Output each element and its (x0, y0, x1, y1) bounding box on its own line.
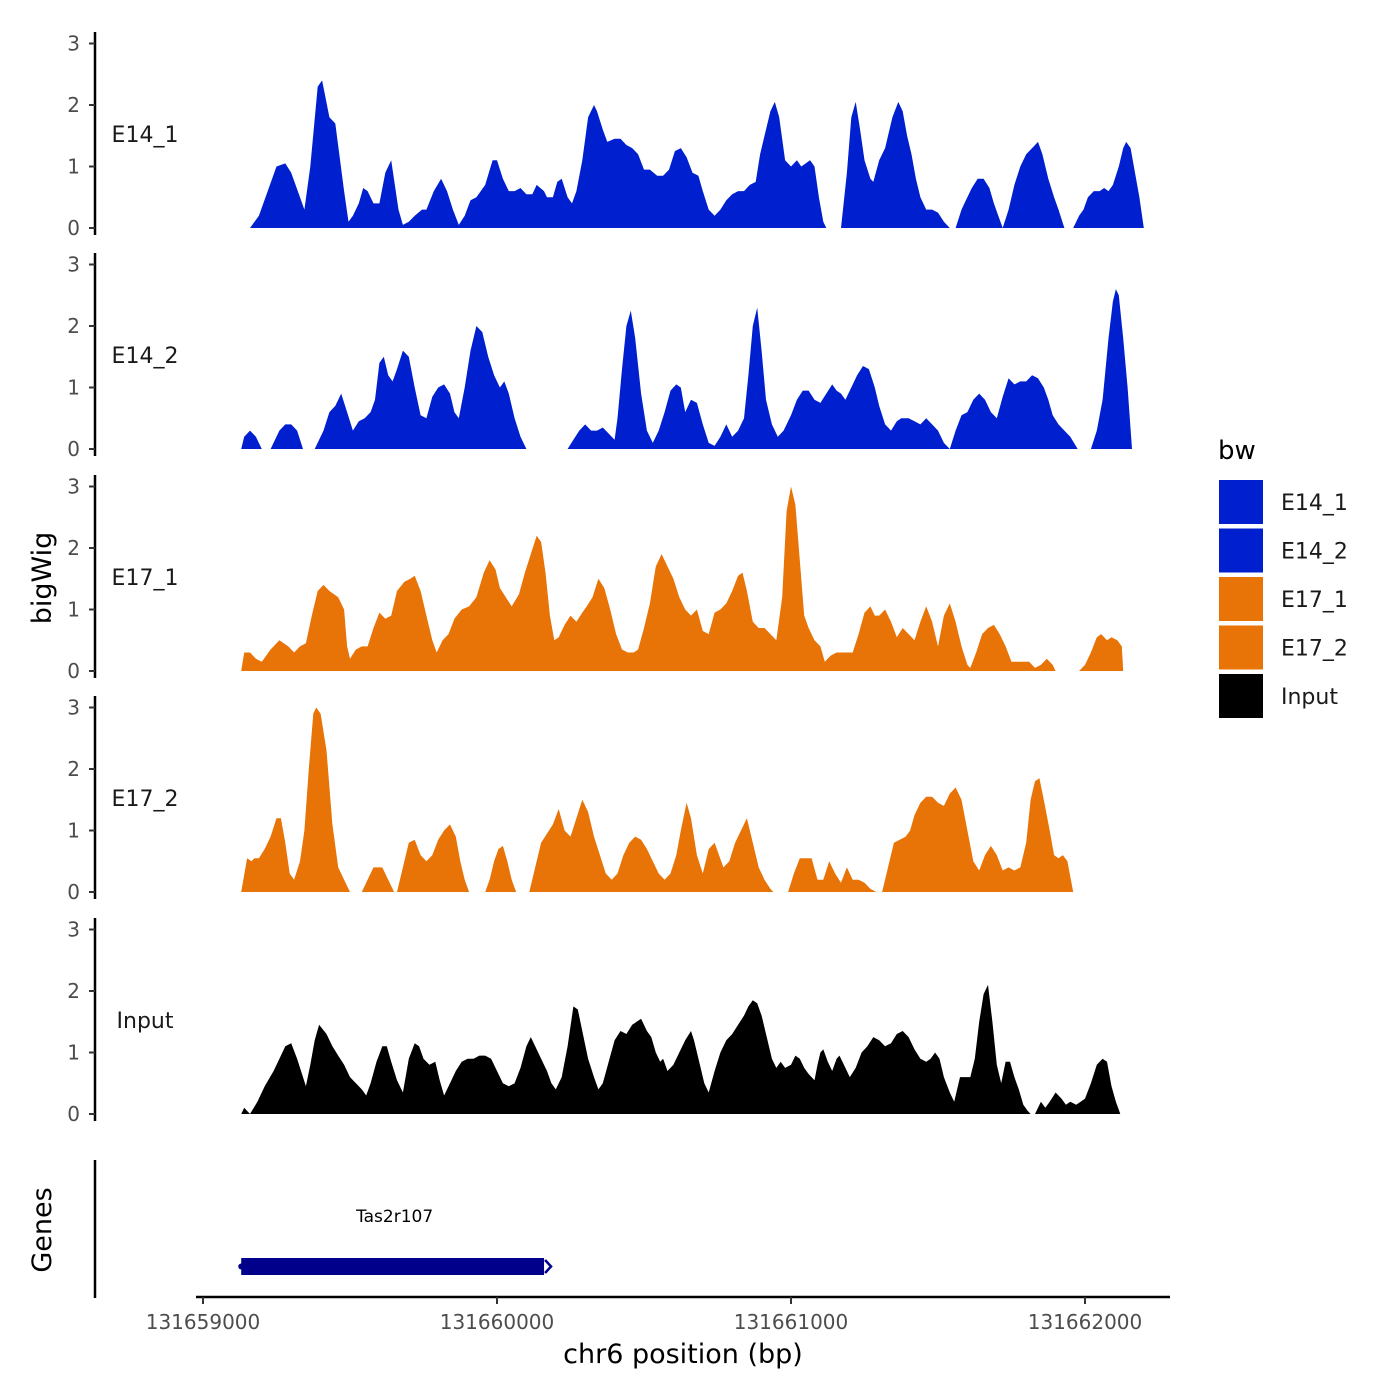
legend-entry: E14_2 (1219, 528, 1348, 573)
x-tick-label: 131660000 (440, 1310, 555, 1334)
coverage-area (241, 984, 1031, 1114)
x-tick-label: 131659000 (146, 1310, 261, 1334)
gene-Tas2r107: Tas2r107 (238, 1207, 553, 1275)
y-tick-label: 3 (67, 918, 80, 942)
gene-start-marker (238, 1263, 245, 1270)
coverage-area (250, 80, 827, 229)
coverage-area (397, 824, 470, 892)
x-axis-title: chr6 position (bp) (563, 1339, 803, 1370)
coverage-area (1073, 141, 1144, 228)
genes-track: Tas2r107 (93, 1160, 553, 1298)
track-E17_1: 0 1 2 3 E17_1 (67, 475, 1124, 683)
y-tick-label: 0 (67, 1102, 80, 1126)
legend-label: Input (1281, 685, 1338, 710)
legend-swatch (1219, 480, 1263, 524)
gene-label: Tas2r107 (355, 1207, 433, 1227)
y-tick-label: 2 (67, 757, 80, 781)
y-tick-label: 0 (67, 659, 80, 683)
track-label: E14_2 (112, 344, 179, 369)
y-tick-label: 2 (67, 93, 80, 117)
track-label: E14_1 (112, 123, 179, 148)
coverage-area (1079, 634, 1124, 671)
legend-label: E14_1 (1281, 491, 1348, 516)
y-tick-label: 3 (67, 32, 80, 56)
coverage-area (241, 707, 350, 892)
y-tick-label: 1 (67, 155, 80, 179)
y-axis-title: bigWig (27, 532, 58, 625)
legend-entry: E17_1 (1219, 577, 1348, 621)
track-E14_2: 0 1 2 3 E14_2 (67, 253, 1132, 461)
strand-arrow (544, 1259, 553, 1274)
coverage-area (270, 424, 303, 449)
coverage-area (485, 845, 517, 892)
legend-label: E14_2 (1281, 540, 1348, 565)
legend-entry: E17_2 (1219, 625, 1348, 670)
coverage-area (529, 799, 774, 892)
y-tick-label: 2 (67, 314, 80, 338)
legend-title: bw (1218, 436, 1256, 466)
track-label: Input (117, 1009, 174, 1034)
y-tick-label: 1 (67, 598, 80, 622)
x-tick-label: 131662000 (1028, 1310, 1143, 1334)
y-tick-label: 3 (67, 696, 80, 720)
y-tick-label: 2 (67, 979, 80, 1003)
coverage-tracks: 0 1 2 3 E14_1 0 1 2 3 E14_2 0 1 2 3 E17_1 0 1 2 3 E17_2 0 1 2 3… (67, 32, 1144, 1126)
legend-swatch (1219, 577, 1263, 621)
gene-body (241, 1258, 545, 1275)
coverage-area (567, 307, 950, 449)
y-tick-label: 1 (67, 1041, 80, 1065)
y-tick-label: 0 (67, 437, 80, 461)
legend-label: E17_1 (1281, 588, 1348, 613)
coverage-area (788, 858, 877, 892)
y-tick-label: 1 (67, 376, 80, 400)
legend: bw E14_1 E14_2 E17_1 E17_2 Input (1218, 436, 1348, 718)
y-tick-label: 2 (67, 536, 80, 560)
track-label: E17_2 (112, 787, 179, 812)
coverage-area (949, 375, 1078, 449)
legend-swatch (1219, 625, 1263, 670)
legend-entry: E14_1 (1219, 480, 1348, 524)
track-E17_2: 0 1 2 3 E17_2 (67, 696, 1074, 904)
coverage-area (361, 867, 395, 892)
y-tick-label: 3 (67, 475, 80, 499)
x-axis: 131659000 131660000 131661000 131662000 (146, 1295, 1170, 1334)
track-Input: 0 1 2 3 Input (67, 918, 1121, 1126)
track-label: E17_1 (112, 566, 179, 591)
coverage-area (241, 430, 262, 449)
track-E14_1: 0 1 2 3 E14_1 (67, 32, 1144, 240)
coverage-area (1035, 1058, 1121, 1114)
coverage-area (955, 141, 1065, 228)
y-tick-label: 0 (67, 880, 80, 904)
coverage-area (1090, 289, 1132, 449)
coverage-area (241, 486, 1056, 671)
y-tick-label: 3 (67, 253, 80, 277)
legend-swatch (1219, 528, 1263, 573)
x-tick-label: 131661000 (734, 1310, 849, 1334)
genes-axis-title: Genes (27, 1187, 58, 1272)
legend-swatch (1219, 674, 1263, 718)
y-tick-label: 1 (67, 819, 80, 843)
coverage-area (882, 778, 1074, 892)
coverage-area (314, 326, 527, 449)
y-tick-label: 0 (67, 216, 80, 240)
legend-label: E17_2 (1281, 637, 1348, 662)
coverage-area (841, 101, 950, 228)
legend-entry: Input (1219, 674, 1338, 718)
